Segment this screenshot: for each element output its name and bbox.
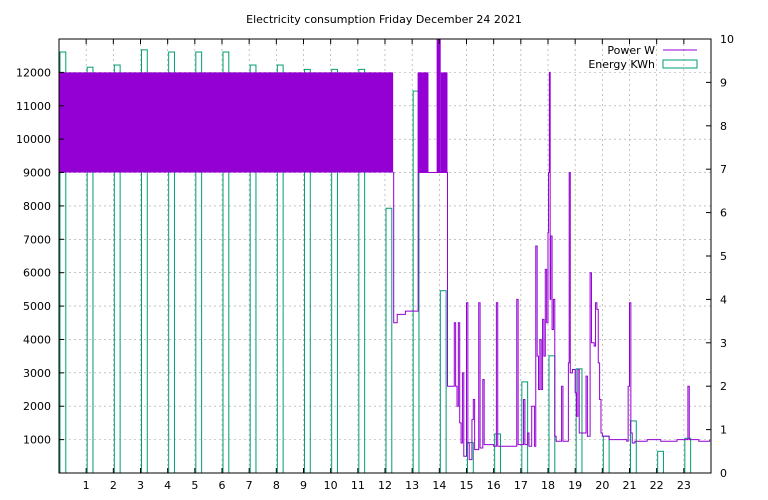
- y-left-tick-label: 8000: [23, 200, 51, 213]
- y-right-tick-label: 1: [720, 424, 727, 437]
- x-tick-label: 10: [324, 479, 338, 492]
- x-tick-label: 19: [568, 479, 582, 492]
- y-left-tick-label: 1000: [23, 434, 51, 447]
- legend-swatch-energy: [662, 59, 698, 69]
- x-axis: 1 2 3 4 5 6 7 8 9 10 11 12 13 14 15 16 17 18 19 20 21 22 23: [83, 39, 691, 492]
- x-tick-label: 2: [110, 479, 117, 492]
- y-left-tick-label: 4000: [23, 333, 51, 346]
- y-right-tick-label: 8: [720, 120, 727, 133]
- x-tick-label: 18: [541, 479, 555, 492]
- y-left-tick-label: 9000: [23, 167, 51, 180]
- y-right-tick-label: 6: [720, 207, 727, 220]
- energy-bar: [602, 435, 610, 474]
- x-tick-label: 20: [595, 479, 609, 492]
- x-tick-label: 14: [432, 479, 446, 492]
- y-left-tick-label: 2000: [23, 400, 51, 413]
- x-tick-label: 5: [191, 479, 198, 492]
- power-w-bands: [59, 39, 448, 173]
- y-left-tick-label: 11000: [16, 100, 51, 113]
- y-left-tick-label: 10000: [16, 133, 51, 146]
- y-right-tick-label: 5: [720, 250, 727, 263]
- chart-title: Electricity consumption Friday December …: [246, 13, 522, 26]
- y-left-tick-label: 7000: [23, 233, 51, 246]
- y-left-tick-label: 12000: [16, 66, 51, 79]
- y-right-tick-label: 2: [720, 380, 727, 393]
- legend: Power W Energy KWh: [588, 44, 698, 71]
- energy-bar: [548, 355, 556, 474]
- x-tick-label: 13: [405, 479, 419, 492]
- power-band: [417, 72, 429, 173]
- x-tick-label: 3: [137, 479, 144, 492]
- energy-bar: [630, 420, 637, 474]
- energy-bar: [657, 450, 664, 474]
- y-left-tick-label: 6000: [23, 267, 51, 280]
- y-right-tick-label: 4: [720, 293, 727, 306]
- power-band: [436, 39, 441, 173]
- power-band: [440, 72, 448, 173]
- y-right-tick-label: 9: [720, 76, 727, 89]
- x-tick-label: 16: [487, 479, 501, 492]
- legend-label-energy: Energy KWh: [588, 58, 655, 71]
- x-tick-label: 15: [460, 479, 474, 492]
- x-tick-label: 9: [300, 479, 307, 492]
- grid: [59, 39, 711, 473]
- x-tick-label: 23: [677, 479, 691, 492]
- x-tick-label: 11: [351, 479, 365, 492]
- y-axis-left: 1000 2000 3000 4000 5000 6000 7000 8000 9000 1000…: [16, 66, 64, 447]
- y-right-tick-label: 3: [720, 337, 727, 350]
- y-right-tick-label: 0: [720, 467, 727, 480]
- y-right-tick-label: 10: [720, 33, 734, 46]
- x-tick-label: 22: [650, 479, 664, 492]
- energy-bar: [385, 207, 393, 474]
- y-left-tick-label: 3000: [23, 367, 51, 380]
- x-tick-label: 21: [623, 479, 637, 492]
- x-tick-label: 12: [378, 479, 392, 492]
- x-tick-label: 7: [246, 479, 253, 492]
- y-right-tick-label: 7: [720, 163, 727, 176]
- power-band: [59, 72, 394, 173]
- x-tick-label: 1: [83, 479, 90, 492]
- x-tick-label: 17: [514, 479, 528, 492]
- x-tick-label: 8: [273, 479, 280, 492]
- legend-label-power: Power W: [607, 44, 655, 57]
- energy-bar: [439, 290, 447, 474]
- y-left-tick-label: 5000: [23, 300, 51, 313]
- y-axis-right: 0 1 2 3 4 5 6 7 8 9 10: [706, 33, 734, 480]
- energy-bar: [684, 437, 692, 474]
- x-tick-label: 6: [219, 479, 226, 492]
- power-w-line: [393, 71, 711, 461]
- x-tick-label: 4: [164, 479, 171, 492]
